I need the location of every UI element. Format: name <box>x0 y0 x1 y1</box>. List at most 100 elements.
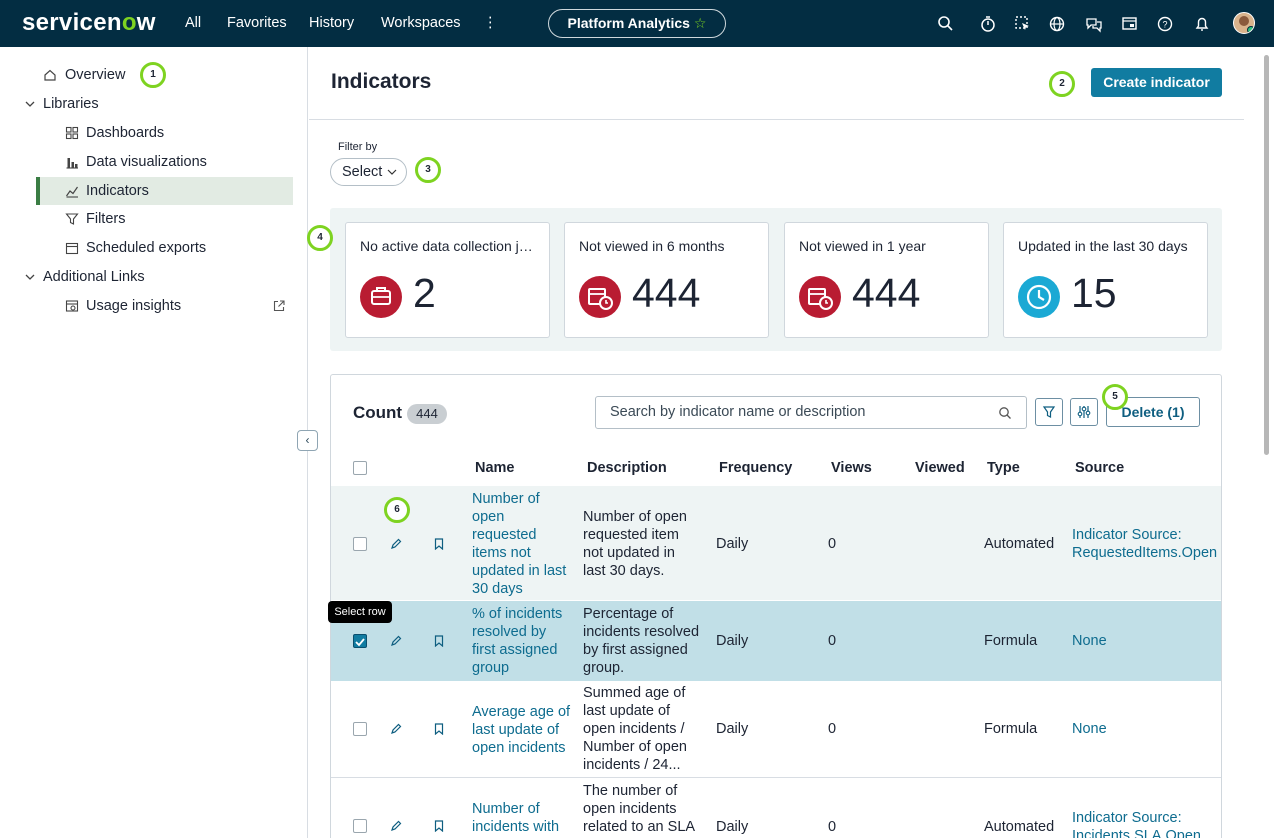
checkmark-icon <box>355 638 365 647</box>
bookmark-icon[interactable] <box>433 635 445 647</box>
sidebar-item-label: Scheduled exports <box>86 240 207 256</box>
star-icon[interactable]: ☆ <box>693 15 707 31</box>
callout-marker-5: 5 <box>1102 384 1128 410</box>
source-link[interactable]: Indicator Source: RequestedItems.Open <box>1072 526 1221 562</box>
type-cell: Formula <box>984 633 1038 649</box>
user-avatar[interactable] <box>1233 12 1255 34</box>
sidebar-section-additional-links[interactable]: Additional Links <box>0 263 293 291</box>
indicator-name-link[interactable]: Number of open requested items not updat… <box>472 490 577 598</box>
sidebar-item-scheduled-exports[interactable]: Scheduled exports <box>0 234 293 262</box>
bookmark-icon[interactable] <box>433 820 445 832</box>
chevron-down-icon[interactable] <box>24 98 36 110</box>
row-checkbox[interactable] <box>353 722 367 736</box>
chat-icon[interactable] <box>1084 14 1104 34</box>
callout-marker-3: 3 <box>415 157 441 183</box>
workspace-pill-label: Platform Analytics <box>567 15 690 31</box>
help-icon[interactable]: ? <box>1155 14 1175 34</box>
column-settings-button[interactable] <box>1070 398 1098 426</box>
timer-icon[interactable] <box>978 14 998 34</box>
edit-pencil-icon[interactable] <box>390 635 402 647</box>
select-all-checkbox[interactable] <box>353 461 367 475</box>
sliders-icon <box>1077 406 1091 418</box>
column-header-views[interactable]: Views <box>831 460 872 476</box>
sidebar-section-libraries[interactable]: Libraries <box>0 90 293 118</box>
table-row[interactable]: % of incidents resolved by first assigne… <box>331 601 1221 681</box>
edit-pencil-icon[interactable] <box>390 723 402 735</box>
servicenow-logo[interactable]: servicenow <box>22 9 156 36</box>
sidebar-item-label: Indicators <box>86 183 149 199</box>
source-link[interactable]: None <box>1072 720 1107 738</box>
nav-history[interactable]: History <box>309 15 355 31</box>
search-icon[interactable] <box>936 14 956 34</box>
notifications-bell-icon[interactable] <box>1192 14 1212 34</box>
svg-text:?: ? <box>1162 20 1167 30</box>
card-title: Updated in the last 30 days <box>1018 238 1188 254</box>
column-header-description[interactable]: Description <box>587 460 667 476</box>
sidebar-item-overview[interactable]: Overview <box>0 61 293 89</box>
bookmark-icon[interactable] <box>433 538 445 550</box>
summary-card[interactable]: Not viewed in 1 year 444 <box>784 222 989 338</box>
table-row[interactable]: Average age of last update of open incid… <box>331 681 1221 777</box>
delete-button[interactable]: Delete (1) <box>1106 397 1200 427</box>
workspace-pill[interactable]: Platform Analytics ☆ <box>548 9 726 38</box>
name-line: incidents with <box>472 819 560 835</box>
source-link[interactable]: Indicator Source: Incidents.SLA.Open <box>1072 809 1221 838</box>
summary-card[interactable]: Updated in the last 30 days 15 <box>1003 222 1208 338</box>
indicator-name-link[interactable]: Number of incidents with <box>472 800 577 836</box>
sidebar-item-indicators[interactable]: Indicators <box>36 177 293 205</box>
page-scrollbar[interactable] <box>1264 55 1269 455</box>
edit-pencil-icon[interactable] <box>390 538 402 550</box>
sidebar-section-label: Additional Links <box>43 269 145 285</box>
column-header-type[interactable]: Type <box>987 460 1020 476</box>
indicator-name-link[interactable]: % of incidents resolved by first assigne… <box>472 605 577 677</box>
table-row[interactable]: Number of incidents with The number of o… <box>331 778 1221 838</box>
row-checkbox[interactable] <box>353 537 367 551</box>
sidebar-item-filters[interactable]: Filters <box>0 205 293 233</box>
description-line: requested item <box>583 527 679 543</box>
description-line: by first assigned <box>583 642 688 658</box>
app-switch-icon[interactable] <box>1120 14 1140 34</box>
summary-card[interactable]: No active data collection jobs 2 <box>345 222 550 338</box>
row-checkbox[interactable] <box>353 819 367 833</box>
views-cell: 0 <box>828 536 837 552</box>
globe-icon[interactable] <box>1047 14 1067 34</box>
count-badge: 444 <box>407 404 447 424</box>
filter-select[interactable]: Select <box>330 158 407 186</box>
search-input[interactable]: Search by indicator name or description <box>595 396 1027 429</box>
row-checkbox[interactable] <box>353 634 367 648</box>
chevron-down-icon[interactable] <box>24 271 36 283</box>
nav-workspaces[interactable]: Workspaces <box>381 15 461 31</box>
indicator-description: Percentage of incidents resolved by firs… <box>583 605 708 677</box>
indicator-name-link[interactable]: Average age of last update of open incid… <box>472 703 577 757</box>
sidebar-item-data-visualizations[interactable]: Data visualizations <box>0 148 293 176</box>
source-line: RequestedItems.Open <box>1072 545 1218 561</box>
edit-pencil-icon[interactable] <box>390 820 402 832</box>
name-line: group <box>472 660 510 676</box>
name-line: updated in last <box>472 563 567 579</box>
nav-all[interactable]: All <box>185 15 202 31</box>
column-header-viewed[interactable]: Viewed <box>915 460 965 476</box>
sidebar-item-usage-insights[interactable]: Usage insights <box>0 292 293 320</box>
callout-marker-2: 2 <box>1049 71 1075 97</box>
frequency-cell: Daily <box>716 721 749 737</box>
filter-button[interactable] <box>1035 398 1063 426</box>
more-menu-icon[interactable]: ⋮ <box>483 15 498 31</box>
summary-card[interactable]: Not viewed in 6 months 444 <box>564 222 769 338</box>
column-header-frequency[interactable]: Frequency <box>719 460 793 476</box>
external-link-icon[interactable] <box>272 299 286 313</box>
column-header-source[interactable]: Source <box>1075 460 1125 476</box>
column-header-name[interactable]: Name <box>475 460 515 476</box>
sidebar-item-dashboards[interactable]: Dashboards <box>0 119 293 147</box>
table-row[interactable]: Number of open requested items not updat… <box>331 486 1221 600</box>
description-line: Number of open <box>583 739 687 755</box>
collapse-sidebar-button[interactable]: ‹ <box>297 430 318 451</box>
nav-favorites[interactable]: Favorites <box>227 15 287 31</box>
bookmark-icon[interactable] <box>433 723 445 735</box>
source-link[interactable]: None <box>1072 632 1107 650</box>
cursor-select-icon[interactable] <box>1013 14 1033 34</box>
name-line: Average age of <box>472 704 571 720</box>
create-indicator-button[interactable]: Create indicator <box>1091 68 1222 97</box>
search-icon[interactable] <box>998 406 1012 420</box>
card-value: 444 <box>852 270 921 316</box>
filter-select-value: Select <box>342 164 383 180</box>
